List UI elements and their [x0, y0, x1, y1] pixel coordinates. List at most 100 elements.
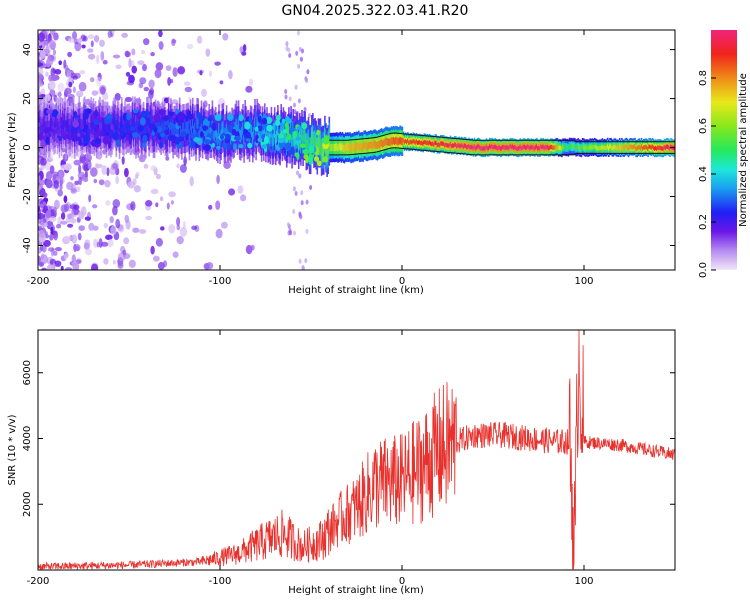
spectrogram-ridge-cell [443, 141, 445, 146]
spectrogram-ridge-cell [507, 146, 510, 151]
spectrogram-noise-blob [137, 60, 145, 66]
spectrogram-ridge-cell [243, 132, 245, 145]
spectrogram-ridge-blob [247, 142, 253, 149]
spectrogram-ridge-cell [462, 144, 465, 149]
spectrogram-ridge-blob [244, 121, 251, 130]
spectrogram-noise-blob [305, 78, 309, 83]
spectrogram-ridge-blob [70, 126, 75, 136]
spectrogram-noise-blob [56, 223, 62, 229]
spectrogram-ridge-cell [579, 146, 582, 151]
spectrogram-noise-blob [155, 173, 161, 180]
spectrogram-ridge-cell [81, 125, 84, 138]
spectrogram-ridge-cell [157, 119, 159, 132]
spectrogram-ridge-cell [129, 124, 132, 137]
spectrogram-ridge-cell [266, 125, 268, 138]
spectrogram-noise-blob [284, 89, 288, 94]
spectrogram-noise-blob [38, 82, 44, 87]
spectrogram-ridge-cell [454, 142, 456, 147]
spectrogram-ridge-cell [588, 145, 590, 150]
spectrogram-noise-blob [70, 210, 75, 220]
spectrogram-ridge-cell [402, 138, 405, 143]
spectrogram-ridge-cell [561, 146, 563, 151]
snr-x-tick-label: 100 [574, 576, 593, 587]
spectrogram-noise-blob [64, 87, 72, 95]
spectrogram-ridge-cell [374, 140, 376, 148]
spectrogram-ridge-blob [98, 122, 103, 131]
spectrogram-ridge-cell [349, 143, 351, 151]
spectrogram-noise-blob [150, 188, 159, 195]
spectrogram-ridge-cell [384, 138, 386, 147]
spectrogram-noise-blob [179, 226, 188, 237]
spectrogram-noise-blob [53, 206, 57, 214]
spectrogram-ridge-blob [211, 142, 216, 148]
spectrogram-noise-blob [307, 113, 311, 118]
spectrogram-ridge-cell [573, 144, 575, 149]
spectrogram-ridge-cell [531, 145, 534, 150]
spectrogram-ridge-cell [516, 146, 518, 151]
spectrogram-noise-blob [157, 262, 165, 270]
spectrogram-ridge-cell [645, 144, 647, 150]
spectrogram-ridge-blob [231, 128, 237, 136]
spectrogram-noise-blob [103, 258, 109, 265]
spectrogram-ridge-cell [562, 144, 564, 150]
spectrogram-ridge-blob [105, 131, 110, 136]
spectrogram-ridge-cell [628, 145, 631, 150]
spectrogram-ridge-cell [149, 117, 151, 130]
spectrogram-ridge-cell [468, 144, 470, 149]
spectrogram-ridge-cell [640, 144, 643, 149]
spectrogram-noise-blob [64, 203, 69, 212]
spectrogram-ridge-blob [101, 111, 105, 118]
spectrogram-ridge-cell [240, 129, 242, 143]
spectrogram-ridge-cell [667, 144, 669, 149]
spectrogram-ridge-blob [211, 122, 217, 131]
spectrogram-ridge-cell [556, 144, 559, 149]
spectrogram-ridge-blob [153, 114, 160, 123]
spectrogram-ridge-cell [605, 145, 608, 151]
spectrogram-ridge-cell [449, 142, 452, 147]
spectrogram-ridge-cell [554, 145, 557, 150]
spectrogram-ridge-cell [665, 144, 668, 149]
spectrogram-ridge-cell [173, 124, 175, 137]
spectrogram-noise-blob [114, 93, 121, 101]
spectrogram-ridge-blob [142, 134, 148, 144]
spectrogram-ridge-cell [475, 145, 478, 150]
spectrogram-ridge-cell [641, 146, 644, 151]
spectrogram-ridge-cell [348, 143, 350, 151]
spectrogram-ridge-cell [638, 144, 641, 149]
spectrogram-ridge-blob [257, 137, 263, 142]
spectrogram-noise-blob [142, 64, 147, 72]
spectrogram-noise-blob [176, 224, 181, 231]
snr-x-tick-label: -100 [209, 576, 232, 587]
spectrogram-noise-blob [298, 258, 302, 264]
spectrogram-noise-blob [150, 245, 155, 255]
spectrogram-ridge-blob [82, 128, 87, 133]
spectrogram-ridge-blob [137, 125, 144, 132]
spectrogram-ridge-cell [584, 145, 586, 150]
spectrogram-noise-blob [112, 259, 116, 265]
spectrogram-noise-blob [141, 49, 145, 55]
spectrogram-noise-blob [68, 81, 73, 88]
spectrogram-ridge-blob [43, 127, 50, 134]
spectrogram-ridge-blob [299, 143, 306, 148]
spectrogram-noise-blob [65, 217, 72, 224]
spectrogram-noise-blob [53, 230, 59, 241]
spectrogram-plot-area [38, 30, 675, 270]
spectrogram-noise-blob [139, 77, 147, 85]
spectrogram-ridge-cell [354, 143, 357, 151]
snr-y-tick-label: 2000 [22, 492, 33, 517]
spectrogram-ridge-cell [313, 137, 315, 150]
spectrogram-noise-blob [124, 50, 130, 58]
spectrogram-noise-blob [57, 189, 63, 197]
spectrogram-ridge-cell [341, 142, 344, 151]
spectrogram-ridge-cell [205, 128, 207, 141]
colorbar-tick-label: 0.8 [698, 70, 709, 86]
spectrogram-ridge-cell [43, 115, 46, 128]
spectrogram-ridge-blob [266, 124, 273, 132]
spectrogram-ridge-cell [617, 146, 620, 151]
spectrogram-noise-blob [285, 41, 289, 47]
spectrogram-ridge-cell [401, 137, 404, 145]
spectrogram-ridge-cell [214, 125, 217, 138]
spectrogram-noise-blob [145, 200, 153, 207]
spectrogram-noise-blob [38, 175, 41, 184]
